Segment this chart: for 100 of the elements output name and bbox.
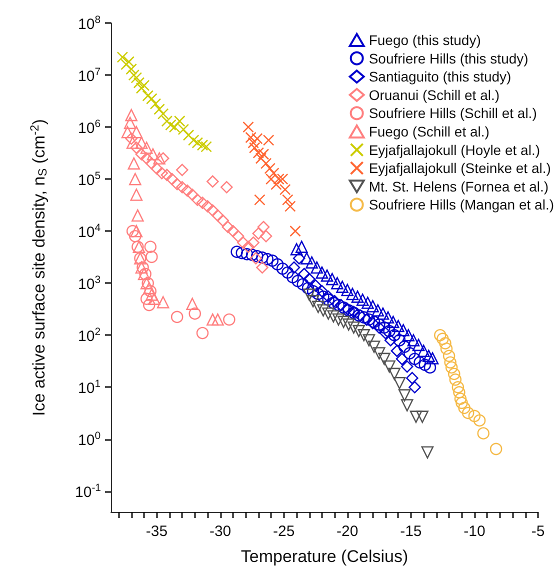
point: [196, 196, 209, 209]
point: [262, 134, 274, 146]
point: [410, 410, 422, 423]
legend-label: Soufriere Hills (this study): [368, 50, 528, 66]
point: [442, 350, 456, 362]
point: [407, 334, 420, 346]
point: [128, 157, 140, 170]
point: [352, 324, 365, 338]
point: [142, 298, 156, 312]
x-tick-label: -35: [146, 523, 168, 540]
point: [246, 248, 258, 261]
legend-label: Fuego (Schill et al.): [368, 124, 490, 140]
x-tick-label: -15: [400, 523, 422, 540]
point: [326, 272, 338, 286]
point: [153, 152, 166, 165]
point: [130, 188, 143, 201]
y-tick-label: 10$^{7}$: [78, 66, 101, 85]
point: [388, 329, 401, 342]
point: [322, 307, 334, 320]
point: [456, 396, 468, 410]
point: [192, 137, 204, 148]
x-axis-title: Temperature (Celsius): [240, 547, 408, 566]
point: [196, 326, 209, 340]
y-tick-label: 10$^{4}$: [78, 222, 101, 241]
point: [382, 311, 394, 324]
point: [220, 181, 233, 194]
point: [286, 271, 299, 284]
point: [146, 148, 160, 160]
point: [206, 313, 219, 326]
legend-label: Santiaguito (this study): [368, 68, 512, 85]
point: [121, 126, 134, 138]
point: [384, 334, 397, 346]
point: [373, 318, 386, 331]
y-tick-label: 10$^{5}$: [78, 170, 101, 189]
point: [128, 172, 142, 186]
point: [462, 406, 474, 420]
point: [282, 266, 294, 279]
point: [266, 254, 279, 267]
point: [256, 251, 268, 264]
point: [292, 252, 306, 264]
point: [168, 121, 180, 133]
point: [156, 152, 170, 165]
point: [358, 329, 370, 342]
point: [440, 342, 453, 355]
point: [341, 284, 354, 296]
point: [412, 338, 425, 352]
point: [397, 324, 410, 336]
point: [237, 236, 250, 249]
point: [316, 266, 328, 279]
point: [130, 142, 143, 154]
point: [186, 298, 198, 310]
point: [125, 132, 138, 145]
point: [383, 360, 396, 373]
y-tick-label: 10$^{-1}$: [75, 482, 102, 501]
point: [316, 285, 328, 298]
point: [312, 300, 324, 314]
point: [150, 98, 162, 110]
point: [379, 326, 392, 340]
point: [398, 340, 411, 353]
point: [256, 261, 268, 274]
point: [271, 258, 284, 270]
legend-label: Eyjafjallajokull (Steinke et al.): [368, 160, 551, 176]
point: [247, 236, 260, 249]
point: [376, 307, 390, 320]
legend-label: Fuego (this study): [368, 32, 481, 48]
point: [135, 148, 148, 160]
point: [178, 124, 190, 136]
point: [358, 311, 370, 324]
point: [255, 152, 267, 164]
point: [417, 344, 430, 358]
point: [260, 230, 272, 242]
point: [161, 115, 173, 127]
point: [346, 288, 359, 300]
point: [176, 164, 188, 176]
point: [366, 300, 379, 312]
point: [331, 277, 344, 290]
point: [133, 77, 145, 88]
point: [136, 82, 148, 94]
point: [317, 290, 330, 303]
point: [356, 294, 369, 306]
y-tick-label: 10$^{8}$: [78, 14, 101, 32]
point: [351, 290, 364, 303]
point: [302, 282, 314, 294]
x-tick-label: -25: [272, 523, 295, 540]
point: [306, 295, 320, 308]
point: [378, 321, 390, 334]
point: [254, 194, 266, 206]
point: [322, 294, 334, 306]
point: [138, 80, 150, 92]
point: [388, 368, 401, 380]
point: [303, 288, 316, 301]
point: [298, 268, 310, 280]
point: [273, 173, 284, 185]
point: [257, 220, 270, 234]
point: [372, 347, 386, 360]
point: [449, 373, 462, 386]
point: [261, 252, 274, 266]
point: [368, 340, 380, 353]
point: [306, 285, 320, 298]
point: [312, 288, 324, 300]
